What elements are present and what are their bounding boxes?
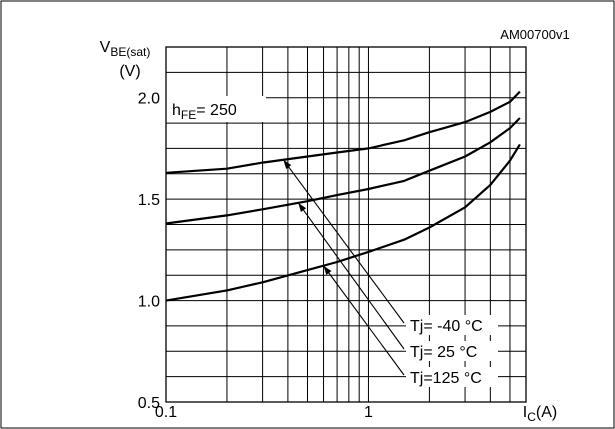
series-labels: Tj= -40 °C Tj= 25 °C Tj=125 °C — [282, 159, 498, 387]
leader-arrowhead — [298, 202, 307, 213]
plot-border — [165, 46, 527, 403]
condition-main: h — [172, 102, 181, 119]
x-axis-title-unit: (A) — [536, 404, 557, 421]
series-label-bg — [406, 315, 498, 335]
leader-line — [282, 159, 405, 324]
series-label-bg — [406, 341, 498, 361]
x-axis-title-sub: C — [527, 410, 536, 424]
series-label: Tj= 25 °C — [410, 344, 477, 361]
y-tick-label: 1.5 — [138, 192, 160, 209]
y-axis-unit: (V) — [119, 63, 140, 80]
series-label: Tj= -40 °C — [410, 318, 483, 335]
series-label-bg — [406, 367, 498, 387]
condition-rest: = 250 — [196, 102, 237, 119]
series-lines — [165, 90, 521, 302]
condition-label: hFE= 250 — [172, 102, 237, 122]
x-tick-label: 0.1 — [155, 404, 177, 421]
leader-arrowhead — [283, 159, 292, 169]
y-axis-title-sub: BE(sat) — [110, 45, 150, 59]
y-axis-title: VBE(sat) — [100, 39, 151, 59]
condition-sub: FE — [181, 108, 196, 122]
series-label: Tj=125 °C — [410, 370, 482, 387]
y-tick-label: 1.0 — [138, 294, 160, 311]
y-tick-label: 0.5 — [138, 395, 160, 412]
series-line — [165, 117, 521, 225]
tick-labels: 0.5 1.0 1.5 2.0 0.1 1 — [138, 91, 373, 421]
x-tick-label: 1 — [364, 404, 373, 421]
figure-id: AM00700v1 — [500, 27, 569, 42]
y-tick-label: 2.0 — [138, 91, 160, 108]
x-axis-title-main: I — [523, 404, 527, 421]
condition-label-bg — [166, 96, 266, 122]
series-line — [165, 90, 521, 174]
y-axis-title-main: V — [100, 39, 111, 56]
series-line — [165, 143, 521, 302]
leader-arrowhead — [323, 265, 332, 275]
x-axis-title: IC(A) — [523, 404, 557, 424]
leader-line — [297, 202, 405, 350]
leader-line — [323, 265, 405, 376]
